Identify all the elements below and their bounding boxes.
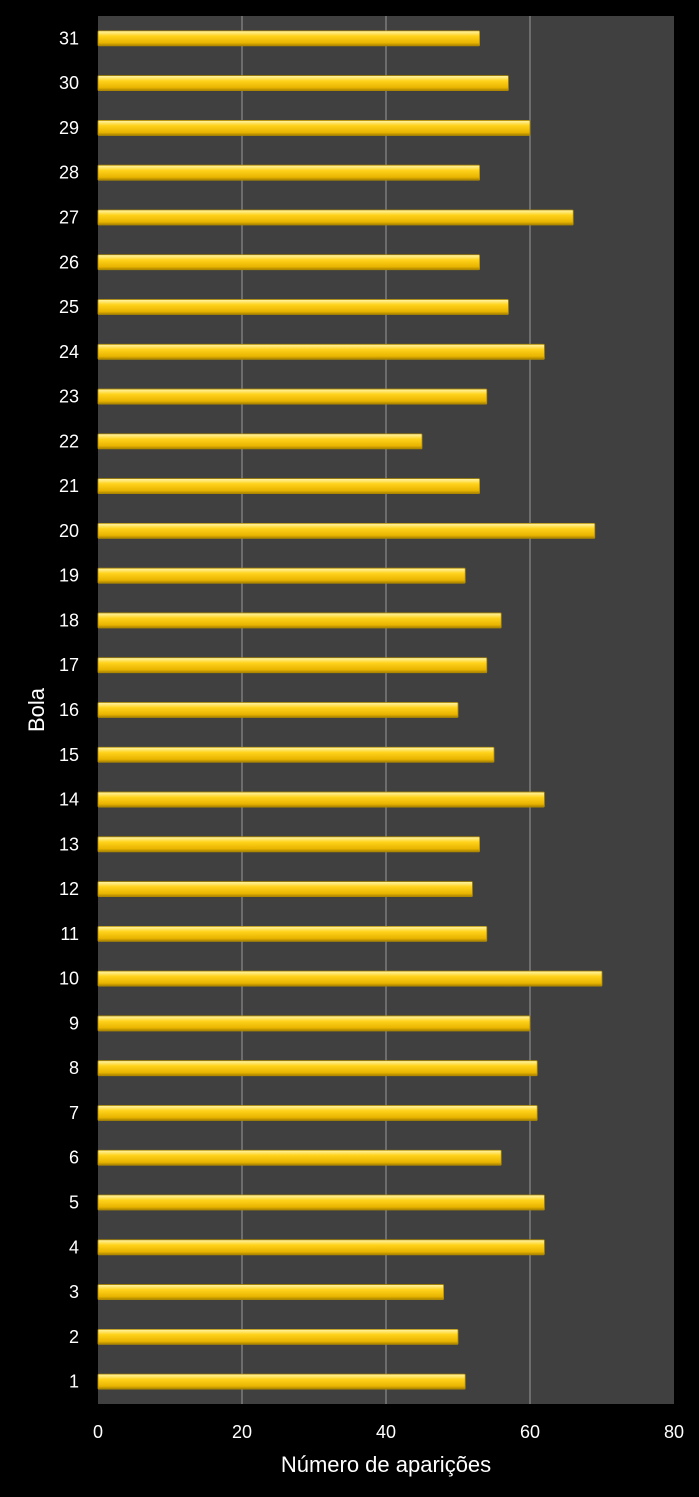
bar-31 bbox=[97, 30, 481, 47]
y-tick-label: 29 bbox=[59, 118, 79, 138]
bar-30 bbox=[97, 75, 509, 92]
bar-5 bbox=[97, 1194, 545, 1211]
x-tick-label: 60 bbox=[520, 1422, 540, 1442]
y-tick-labels: 1234567891011121314151617181920212223242… bbox=[59, 28, 79, 1391]
y-tick-label: 17 bbox=[59, 655, 79, 675]
bar-10 bbox=[97, 970, 603, 987]
y-tick-label: 13 bbox=[59, 834, 79, 854]
y-tick-label: 31 bbox=[59, 28, 79, 48]
y-tick-label: 14 bbox=[59, 790, 79, 810]
bar-23 bbox=[97, 388, 488, 405]
bar-8 bbox=[97, 1060, 538, 1077]
y-tick-label: 4 bbox=[69, 1237, 79, 1257]
y-tick-label: 11 bbox=[60, 924, 79, 944]
bar-14 bbox=[97, 791, 545, 808]
y-tick-label: 19 bbox=[59, 566, 79, 586]
y-tick-label: 3 bbox=[69, 1282, 79, 1302]
x-tick-label: 40 bbox=[376, 1422, 396, 1442]
y-tick-label: 10 bbox=[59, 969, 79, 989]
bar-28 bbox=[97, 164, 481, 181]
bar-17 bbox=[97, 657, 488, 674]
y-tick-label: 20 bbox=[59, 521, 79, 541]
y-tick-label: 15 bbox=[59, 745, 79, 765]
y-tick-label: 24 bbox=[59, 342, 79, 362]
bar-22 bbox=[97, 433, 423, 450]
bar-27 bbox=[97, 209, 574, 226]
bar-15 bbox=[97, 746, 495, 763]
y-tick-label: 6 bbox=[69, 1148, 79, 1168]
y-tick-label: 28 bbox=[59, 163, 79, 183]
bar-3 bbox=[97, 1284, 445, 1300]
x-tick-label: 20 bbox=[232, 1422, 252, 1442]
y-tick-label: 5 bbox=[69, 1193, 79, 1213]
bar-6 bbox=[97, 1149, 502, 1166]
y-tick-label: 16 bbox=[59, 700, 79, 720]
y-tick-label: 30 bbox=[59, 73, 79, 93]
bar-25 bbox=[97, 299, 509, 315]
x-tick-label: 0 bbox=[93, 1422, 103, 1442]
bar-24 bbox=[97, 343, 545, 360]
y-tick-label: 22 bbox=[59, 431, 79, 451]
x-tick-label: 80 bbox=[664, 1422, 684, 1442]
bar-7 bbox=[97, 1105, 538, 1121]
y-tick-label: 9 bbox=[69, 1013, 79, 1033]
bars bbox=[97, 30, 603, 1390]
bar-18 bbox=[97, 612, 502, 629]
y-tick-label: 23 bbox=[59, 387, 79, 407]
y-tick-label: 2 bbox=[69, 1327, 79, 1347]
bar-9 bbox=[97, 1015, 531, 1032]
bar-1 bbox=[97, 1373, 466, 1390]
y-tick-label: 27 bbox=[59, 207, 79, 227]
y-tick-label: 21 bbox=[59, 476, 79, 496]
y-tick-label: 25 bbox=[59, 297, 79, 317]
y-axis-title: Bola bbox=[24, 687, 49, 732]
bar-29 bbox=[97, 120, 531, 136]
bar-20 bbox=[97, 523, 596, 539]
bar-19 bbox=[97, 567, 466, 584]
bar-21 bbox=[97, 478, 481, 495]
bar-26 bbox=[97, 254, 481, 271]
y-tick-label: 7 bbox=[69, 1103, 79, 1123]
x-tick-labels: 0 20 40 60 80 bbox=[93, 1422, 684, 1442]
y-tick-label: 26 bbox=[59, 252, 79, 272]
y-tick-label: 1 bbox=[69, 1372, 79, 1392]
bar-4 bbox=[97, 1239, 545, 1256]
bar-13 bbox=[97, 836, 481, 853]
y-tick-label: 18 bbox=[59, 610, 79, 630]
y-tick-label: 8 bbox=[69, 1058, 79, 1078]
bar-12 bbox=[97, 881, 473, 897]
x-axis-title: Número de aparições bbox=[281, 1452, 491, 1477]
y-tick-label: 12 bbox=[59, 879, 79, 899]
bar-2 bbox=[97, 1328, 459, 1345]
bar-11 bbox=[97, 925, 488, 942]
bar-16 bbox=[97, 702, 459, 718]
